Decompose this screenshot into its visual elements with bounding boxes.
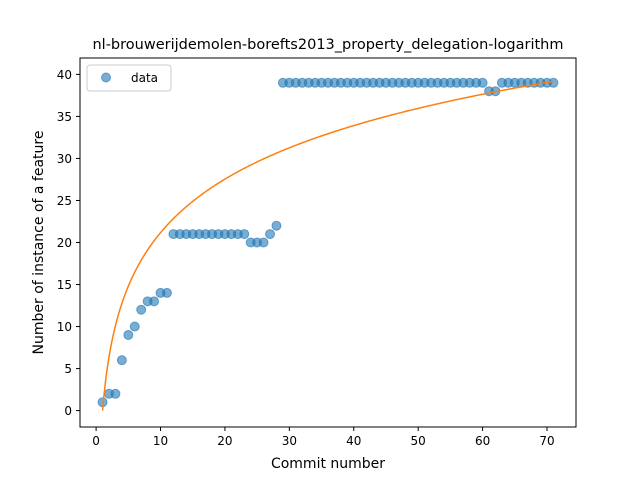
data-point — [110, 388, 121, 399]
legend-box — [86, 64, 172, 92]
x-tick-label: 60 — [475, 434, 490, 448]
y-axis: 0 5 10 15 20 25 30 35 40 — [57, 68, 80, 418]
x-tick-label: 70 — [539, 434, 554, 448]
y-tick-label: 10 — [57, 320, 72, 334]
y-tick-label: 40 — [57, 68, 72, 82]
chart-title: nl-brouwerijdemolen-borefts2013_property… — [92, 37, 563, 53]
x-tick-label: 30 — [282, 434, 297, 448]
plot-area — [97, 77, 559, 411]
y-tick-label: 35 — [57, 110, 72, 124]
data-point — [477, 77, 488, 88]
data-point — [161, 287, 172, 298]
y-tick-label: 30 — [57, 152, 72, 166]
legend-label-data: data — [131, 71, 158, 85]
y-tick-label: 25 — [57, 194, 72, 208]
legend: data — [86, 64, 172, 92]
y-tick-label: 0 — [64, 404, 72, 418]
data-point — [123, 329, 134, 340]
y-axis-label: Number of instance of a feature — [31, 131, 47, 355]
x-axis: 0 10 20 30 40 50 60 70 — [92, 427, 555, 448]
data-point — [149, 296, 160, 307]
data-point — [116, 355, 127, 366]
x-tick-label: 40 — [346, 434, 361, 448]
fit-line — [101, 80, 554, 411]
x-tick-label: 50 — [411, 434, 426, 448]
y-tick-label: 15 — [57, 278, 72, 292]
x-tick-label: 20 — [217, 434, 232, 448]
data-point — [239, 229, 250, 240]
y-tick-label: 5 — [64, 362, 72, 376]
data-point — [136, 304, 147, 315]
data-point — [129, 321, 140, 332]
x-tick-label: 10 — [153, 434, 168, 448]
y-tick-label: 20 — [57, 236, 72, 250]
legend-marker-data — [101, 72, 111, 83]
x-tick-label: 0 — [92, 434, 100, 448]
data-point — [265, 229, 276, 240]
data-point — [548, 77, 559, 88]
data-point — [271, 220, 282, 231]
data-point — [258, 237, 269, 248]
x-axis-label: Commit number — [271, 456, 385, 472]
